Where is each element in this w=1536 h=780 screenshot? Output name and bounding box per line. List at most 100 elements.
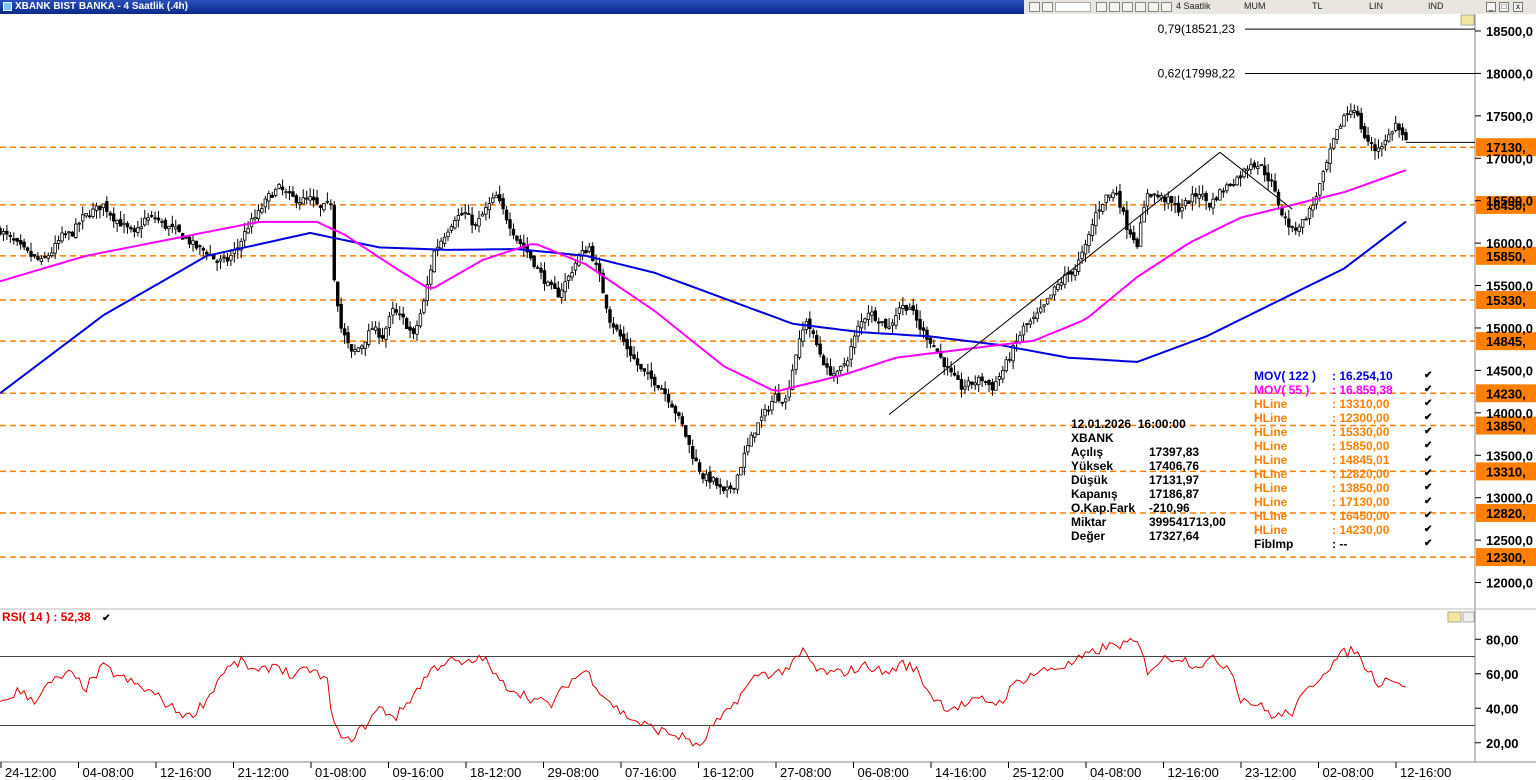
candle-body [873, 310, 878, 321]
x-tick-label: 06-08:00 [858, 765, 909, 780]
legend-label: HLine [1254, 439, 1288, 453]
candle-body [1404, 132, 1408, 141]
candle-body [201, 247, 206, 251]
period-select[interactable]: 4 Saatlik [1176, 1, 1211, 11]
candle-body [859, 321, 864, 329]
candle-body [94, 205, 99, 211]
candle-body [1263, 165, 1267, 176]
y-tick-label: 18500,0 [1486, 24, 1533, 39]
rsi-label: RSI( 14 ) [2, 610, 51, 624]
minimize-icon[interactable]: _ [1486, 2, 1496, 12]
legend-check-icon[interactable]: ✔ [1424, 482, 1433, 493]
legend-row: HLine: 14845,01 ✔ [1254, 453, 1432, 467]
legend-check-icon[interactable]: ✔ [1424, 398, 1433, 409]
candle-body [136, 227, 140, 233]
candle-body [976, 376, 981, 386]
info-value: 17131,97 [1149, 473, 1200, 487]
legend-check-icon[interactable]: ✔ [1424, 496, 1433, 507]
candle-body [704, 473, 709, 481]
rsi-check-icon[interactable]: ✔ [102, 613, 111, 624]
candle-body [1132, 232, 1136, 241]
x-tick-label: 23-12:00 [1245, 765, 1296, 780]
candle-body [1338, 125, 1343, 129]
print-icon[interactable] [1161, 2, 1172, 12]
info-row: Açılış 17397,83 [1071, 445, 1226, 459]
rsi-close-icon[interactable] [1462, 611, 1475, 623]
legend-check-icon[interactable]: ✔ [1424, 454, 1433, 465]
candle-body [1152, 193, 1157, 196]
candle-body [828, 366, 833, 376]
candle-body [1056, 284, 1060, 290]
candle-body [43, 256, 47, 258]
candle-body [239, 240, 243, 251]
legend-check-icon[interactable]: ✔ [1424, 370, 1433, 381]
cursor-tool-icon[interactable] [1029, 2, 1040, 12]
candle-body [442, 236, 447, 244]
candle-mode-button[interactable]: MUM [1244, 1, 1266, 11]
candle-body [918, 318, 922, 330]
candle-body [646, 372, 650, 375]
candle-body [153, 217, 157, 220]
legend-check-icon[interactable]: ✔ [1424, 510, 1433, 521]
candle-body [1266, 172, 1270, 182]
zoom-tool-icon[interactable] [1042, 2, 1053, 12]
close-icon[interactable]: x [1513, 2, 1523, 12]
candle-body [356, 347, 361, 352]
candle-body [49, 252, 54, 256]
maximize-icon[interactable]: □ [1499, 2, 1509, 12]
legend-check-icon[interactable]: ✔ [1424, 412, 1433, 423]
legend-check-icon[interactable]: ✔ [1424, 384, 1433, 395]
candle-body [1173, 203, 1177, 206]
candle-body [1169, 196, 1174, 203]
candle-body [1359, 112, 1363, 130]
candle-body [129, 227, 133, 230]
candle-body [411, 328, 416, 335]
legend-check-icon[interactable]: ✔ [1424, 538, 1433, 549]
candle-body [460, 213, 464, 216]
indicator-button[interactable]: IND [1428, 1, 1444, 11]
legend-label: HLine [1254, 411, 1288, 425]
panel-settings-icon[interactable] [1460, 14, 1475, 26]
legend-check-icon[interactable]: ✔ [1424, 440, 1433, 451]
currency-button[interactable]: TL [1312, 1, 1323, 11]
candle-body [963, 386, 967, 390]
hline-label: 13310, [1486, 464, 1526, 479]
candle-body [932, 345, 936, 348]
rsi-settings-icon[interactable] [1447, 611, 1462, 623]
candle-body [12, 238, 16, 241]
candle-body [46, 255, 50, 259]
legend-check-icon[interactable]: ✔ [1424, 468, 1433, 479]
candle-body [1087, 234, 1091, 246]
erase-tool-icon[interactable] [1148, 2, 1159, 12]
candle-body [1376, 147, 1381, 152]
candle-body [677, 412, 681, 416]
candle-body [556, 287, 560, 298]
symbol-select[interactable] [1055, 2, 1091, 12]
legend-row: HLine: 16450,00 ✔ [1254, 509, 1432, 523]
candle-body [1356, 110, 1360, 116]
candle-body [549, 281, 554, 286]
candle-body [653, 376, 657, 386]
legend-check-icon[interactable]: ✔ [1424, 524, 1433, 535]
pen-tool-icon[interactable] [1122, 2, 1133, 12]
candle-body [846, 360, 850, 367]
legend-check-icon[interactable]: ✔ [1424, 426, 1433, 437]
line-tool-icon[interactable] [1096, 2, 1107, 12]
candle-body [1156, 194, 1160, 198]
candle-body [74, 223, 78, 238]
legend-value: : 12820,00 [1332, 467, 1390, 481]
candle-body [1342, 115, 1346, 127]
candle-body [308, 196, 312, 201]
x-tick-label: 04-08:00 [83, 765, 134, 780]
candle-body [1083, 244, 1088, 255]
info-label: Miktar [1071, 515, 1107, 529]
hline-tool-icon[interactable] [1109, 2, 1120, 12]
color-tool-icon[interactable] [1135, 2, 1146, 12]
candle-body [497, 194, 502, 202]
candle-body [1283, 216, 1288, 219]
scale-button[interactable]: LIN [1369, 1, 1384, 11]
x-tick-label: 09-16:00 [393, 765, 444, 780]
candle-body [959, 379, 964, 390]
candle-body [1, 231, 6, 235]
candle-body [218, 258, 223, 262]
